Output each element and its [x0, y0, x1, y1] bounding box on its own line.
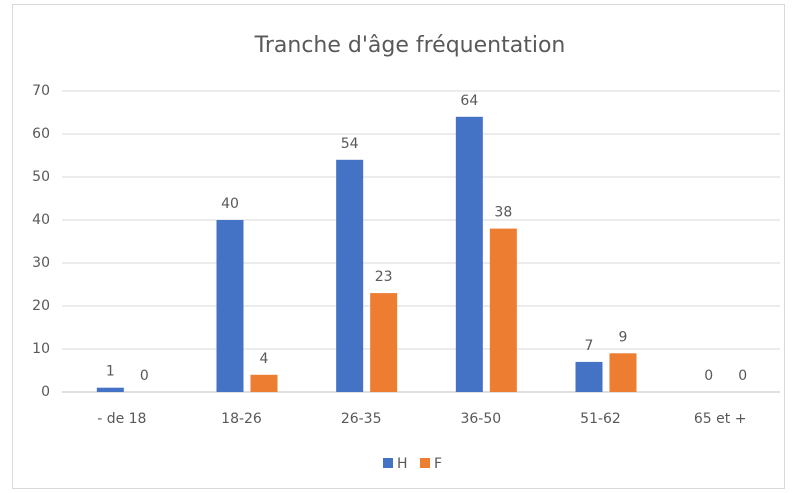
x-tick-label: - de 18 — [97, 411, 146, 427]
y-tick-label: 40 — [32, 212, 50, 228]
y-tick-label: 30 — [32, 255, 50, 271]
bar — [455, 116, 483, 393]
chart-border — [12, 4, 785, 489]
x-tick-label: 26-35 — [341, 411, 382, 427]
bar — [336, 159, 364, 392]
y-tick-label: 0 — [41, 384, 50, 400]
x-tick-label: 51-62 — [580, 411, 621, 427]
data-label: 1 — [106, 364, 115, 380]
legend-swatch — [383, 458, 393, 468]
bar — [96, 387, 124, 392]
legend-swatch — [420, 458, 430, 468]
bar — [370, 293, 398, 392]
data-label: 38 — [494, 205, 512, 221]
bar — [575, 361, 603, 392]
chart-title: Tranche d'âge fréquentation — [254, 33, 566, 58]
bar — [489, 228, 517, 392]
data-label: 40 — [221, 196, 239, 212]
y-tick-label: 60 — [32, 126, 50, 142]
data-label: 9 — [619, 329, 628, 345]
y-tick-label: 50 — [32, 169, 50, 185]
data-label: 64 — [460, 93, 478, 109]
x-tick-label: 65 et + — [694, 411, 747, 427]
data-label: 54 — [341, 136, 359, 152]
y-tick-label: 20 — [32, 298, 50, 314]
y-tick-label: 70 — [32, 83, 50, 99]
y-tick-label: 10 — [32, 341, 50, 357]
legend-label: H — [397, 456, 408, 472]
data-label: 4 — [260, 351, 269, 367]
data-label: 0 — [738, 368, 747, 384]
bar — [250, 374, 278, 392]
legend-label: F — [434, 456, 442, 472]
bar — [609, 353, 637, 392]
bar — [216, 220, 244, 392]
x-tick-label: 18-26 — [221, 411, 262, 427]
data-label: 7 — [585, 338, 594, 354]
data-label: 0 — [140, 368, 149, 384]
data-label: 23 — [375, 269, 393, 285]
x-tick-label: 36-50 — [460, 411, 501, 427]
data-label: 0 — [704, 368, 713, 384]
